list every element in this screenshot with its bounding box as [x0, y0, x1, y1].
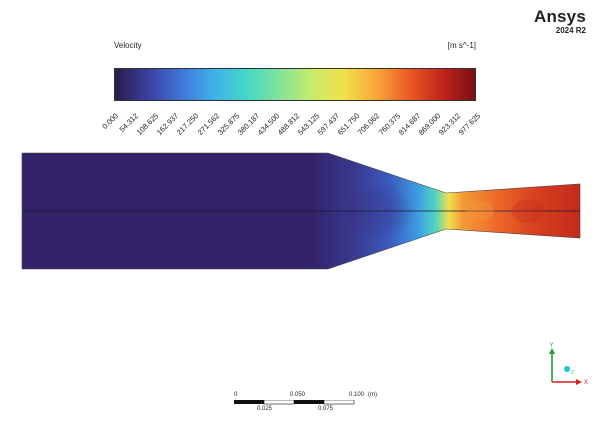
logo-version: 2024 R2 — [555, 26, 586, 35]
scale-bar-segments — [234, 400, 355, 405]
triad-y-label: Y — [550, 343, 554, 349]
scale-label-0-025: 0.025 — [257, 406, 273, 412]
ansys-logo: Ansys 2024 R2 — [533, 7, 586, 36]
triad-z-label: Z — [571, 370, 574, 376]
z-axis-icon — [564, 366, 570, 372]
shock-cell — [466, 201, 494, 221]
scale-label-0: 0 — [234, 392, 238, 398]
contour-viewport[interactable] — [0, 140, 600, 290]
triad-x-label: X — [584, 380, 588, 386]
legend-tick-label: 760.375 — [376, 111, 402, 137]
legend-tick-label: 271.562 — [195, 111, 221, 137]
legend-colorbar — [114, 68, 476, 101]
legend-tick-label: 217.250 — [175, 111, 201, 137]
legend-unit: [m s^-1] — [447, 41, 476, 50]
legend-tick-label: 706.062 — [356, 111, 382, 137]
scale-label-0-100: 0.100 — [349, 392, 365, 398]
logo-brand: Ansys — [533, 7, 586, 26]
shock-cell — [512, 199, 544, 223]
scale-label-0-075: 0.075 — [318, 406, 334, 412]
scale-unit: (m) — [368, 392, 377, 398]
scale-label-0-050: 0.050 — [290, 392, 306, 398]
axis-triad-icon[interactable]: Y X Z — [540, 340, 590, 390]
legend-title: Velocity — [114, 41, 142, 50]
